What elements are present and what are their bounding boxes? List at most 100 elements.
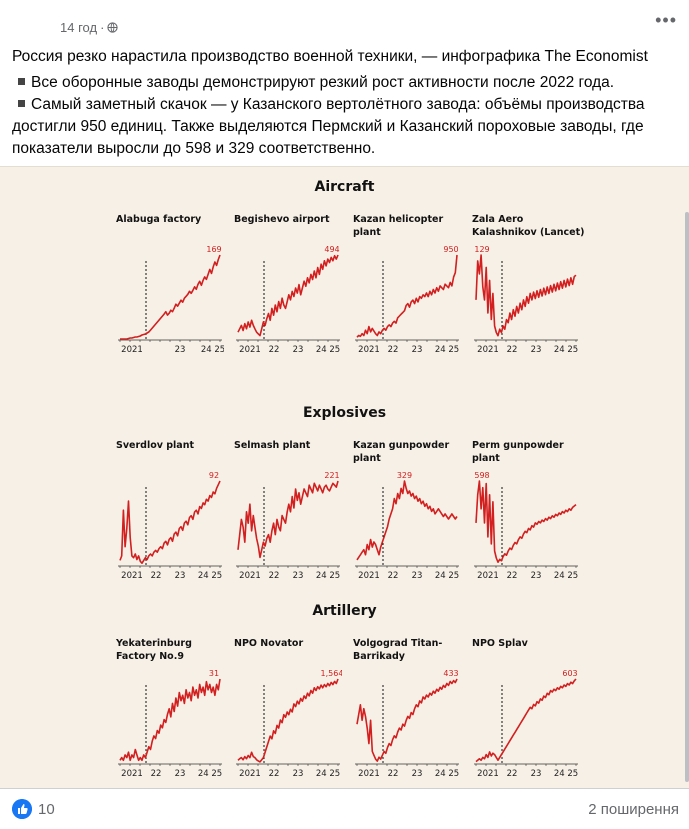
shares-count[interactable]: 2 поширення [588,801,679,818]
series-line [120,254,221,340]
peak-value-label: 221 [324,471,339,480]
chart-panel: Zala Aero Kalashnikov (Lancet) 129 2021 22 2… [472,213,590,355]
series-line [475,480,577,563]
chart-title: Begishevo airport [234,214,330,225]
x-tick-label: 2021 [121,571,143,581]
line-chart: 329 2021 22 23 24 25 [355,471,459,581]
meta-separator: · [100,20,105,35]
post-time[interactable]: 14 год [60,20,98,35]
chart-panel: Kazan helicopter plant 950 2021 22 23 24 25 [353,213,471,355]
bullet-item: Все оборонные заводы демонстрируют резки… [12,72,682,94]
chart-title: Volgograd Titan-Barrikady [353,638,443,662]
x-tick-label: 23 [175,571,186,581]
scrollbar[interactable] [685,212,689,782]
x-tick-label: 23 [293,769,304,779]
x-tick-label: 24 25 [198,769,222,779]
chart-panel: Sverdlov plant 92 2021 22 23 24 25 [116,439,234,581]
series-line [356,480,458,561]
x-tick-label: 23 [531,571,542,581]
line-chart: 31 2021 22 23 24 25 [118,669,222,779]
x-tick-label: 24 25 [435,571,459,581]
x-tick-label: 23 [531,345,542,355]
peak-value-label: 169 [206,245,221,254]
x-tick-label: 2021 [358,769,380,779]
chart-title: Yekaterinburg Factory No.9 [116,638,192,662]
x-tick-label: 22 [269,345,280,355]
bullet-item: Самый заметный скачок — у Казанского вер… [12,96,645,157]
peak-value-label: 329 [397,471,412,480]
chart-panel: Alabuga factory 169 2021 23 24 25 [116,213,234,355]
x-tick-label: 22 [507,345,518,355]
post-text: Россия резко нарастила производство воен… [12,46,682,160]
line-chart: 129 2021 22 23 24 25 [474,245,578,355]
series-line [237,254,339,337]
x-tick-label: 24 25 [554,769,578,779]
x-tick-label: 23 [175,345,186,355]
chart-title: Kazan gunpowder plant [353,440,450,464]
chart-title: Kazan helicopter plant [353,214,444,238]
x-tick-label: 24 25 [201,345,224,355]
post-title: Россия резко нарастила производство воен… [12,48,648,65]
post-footer: 10 2 поширення [0,788,689,829]
series-line [119,678,221,762]
chart-title: Zala Aero Kalashnikov (Lancet) [472,214,585,238]
series-line [237,678,339,763]
chart-title: Selmash plant [234,440,311,451]
more-options-icon[interactable]: ••• [655,10,677,30]
line-chart: 950 2021 22 23 24 25 [355,245,459,355]
section-title-artillery: Artillery [312,603,377,619]
series-line [119,480,221,564]
chart-panel: NPO Novator 1,564 2021 22 23 24 25 [234,637,352,779]
line-chart: 598 2021 22 23 24 25 [474,471,578,581]
x-tick-label: 2021 [477,769,499,779]
chart-title: Alabuga factory [116,214,202,225]
line-chart: 433 2021 22 23 24 25 [355,669,459,779]
line-chart: 494 2021 22 23 24 25 [236,245,340,355]
infographic-image[interactable]: Aircraft Explosives Artillery Alabuga fa… [0,166,689,789]
x-tick-label: 22 [388,345,399,355]
x-tick-label: 22 [388,571,399,581]
x-tick-label: 24 25 [435,769,459,779]
peak-value-label: 433 [443,669,458,678]
chart-panel: Volgograd Titan-Barrikady 433 2021 22 23 24 2… [353,637,471,779]
x-tick-label: 24 25 [316,769,340,779]
series-line [356,678,458,762]
bullet-square-icon [18,78,25,86]
x-tick-label: 2021 [239,769,261,779]
series-line [356,254,458,338]
chart-panel: Yekaterinburg Factory No.9 31 2021 22 23 24 2… [116,637,234,779]
x-tick-label: 22 [151,571,162,581]
x-tick-label: 23 [531,769,542,779]
chart-panel: NPO Splav 603 2021 22 23 24 25 [472,637,590,779]
line-chart: 1,564 2021 22 23 24 25 [236,669,342,779]
peak-value-label: 494 [324,245,339,254]
like-count[interactable]: 10 [38,801,55,818]
x-tick-label: 24 25 [316,345,340,355]
x-tick-label: 23 [293,571,304,581]
x-tick-label: 23 [293,345,304,355]
series-line [475,678,577,763]
peak-value-label: 129 [474,245,489,254]
chart-title: Perm gunpowder plant [472,440,564,464]
x-tick-label: 2021 [239,571,261,581]
x-tick-label: 23 [412,769,423,779]
x-tick-label: 22 [507,571,518,581]
like-icon[interactable] [12,799,32,819]
chart-title: NPO Novator [234,638,304,649]
x-tick-label: 22 [388,769,399,779]
x-tick-label: 2021 [477,571,499,581]
section-title-explosives: Explosives [302,405,387,421]
section-title-aircraft: Aircraft [314,179,375,195]
x-tick-label: 2021 [121,769,143,779]
x-tick-label: 24 25 [435,345,459,355]
peak-value-label: 603 [562,669,577,678]
line-chart: 92 2021 22 23 24 25 [118,471,222,581]
x-tick-label: 24 25 [554,345,578,355]
x-tick-label: 2021 [121,345,143,355]
series-line [237,480,339,559]
x-tick-label: 2021 [477,345,499,355]
post-header: 14 год · ••• [0,0,689,40]
line-chart: 169 2021 23 24 25 [118,245,224,355]
x-tick-label: 22 [269,571,280,581]
post-meta: 14 год · [60,20,119,35]
